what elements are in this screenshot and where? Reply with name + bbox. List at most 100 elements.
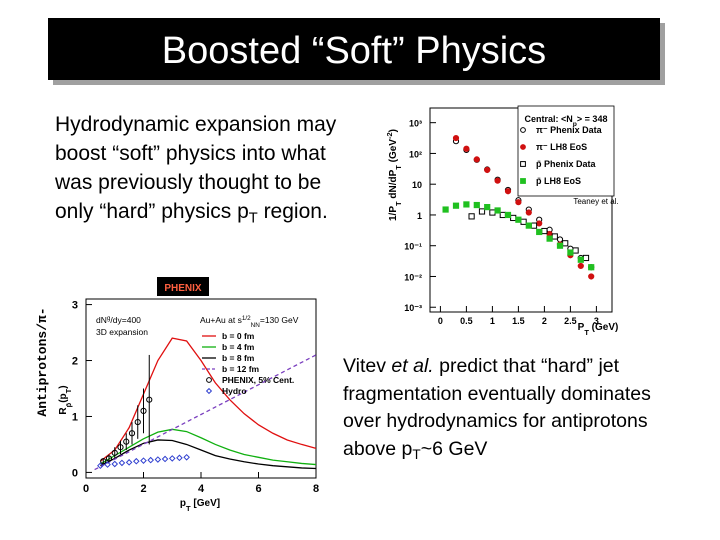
x-tick-label: 6 [255, 483, 261, 495]
series-line [99, 337, 317, 462]
marker [133, 457, 140, 465]
logo-box [157, 277, 209, 296]
marker [484, 166, 491, 174]
marker [541, 227, 548, 235]
marker [442, 206, 449, 213]
marker [484, 204, 491, 211]
marker [562, 240, 569, 247]
label-part: > = 348 [577, 114, 608, 124]
marker [525, 209, 532, 216]
label-part: 1/P [388, 206, 399, 221]
marker [205, 387, 213, 395]
label-part: Au+Au at s [200, 315, 242, 325]
right-paragraph: Vitev et al. predict that “hard” jet fra… [343, 353, 693, 463]
plots: 0 0.5 1 1.5 2 2.5 310³10²10110⁻¹10⁻²10⁻³Centra… [58, 105, 619, 513]
marker [206, 377, 212, 383]
marker [473, 201, 480, 209]
marker [97, 462, 104, 470]
label-part: p [573, 121, 577, 128]
marker [588, 264, 595, 271]
y-tick-label: 2 [72, 356, 78, 368]
marker [123, 438, 130, 445]
x-tick-label: 4 [198, 483, 205, 495]
marker [117, 444, 124, 451]
label-part: g [107, 315, 111, 322]
series-line [94, 354, 317, 471]
logo: PHENIX [164, 283, 202, 294]
marker [520, 127, 526, 133]
title-bar [48, 18, 660, 80]
text-part: T [412, 446, 421, 462]
marker [452, 134, 460, 142]
text-part: T [248, 210, 258, 227]
marker [128, 430, 136, 437]
x-tick-label: 0 [83, 483, 89, 495]
marker [530, 222, 538, 229]
label-part: Central: <N [525, 114, 573, 124]
marker [154, 456, 162, 463]
marker [536, 220, 543, 227]
label: Central: <Np> = 348 [525, 114, 608, 128]
x-tick-label: 0.5 [460, 316, 473, 326]
label-part: 1/2 [242, 315, 251, 322]
y-tick-label: 10 [412, 180, 422, 190]
marker [588, 273, 595, 280]
y-tick-label: 10⁻³ [404, 303, 422, 313]
marker [551, 233, 558, 240]
text-part: Vitev [343, 355, 392, 377]
marker [510, 214, 517, 222]
x-tick-label: 1 [490, 316, 495, 326]
label-part: /dy=400 [110, 315, 141, 325]
legend-label: b = 4 fm [222, 342, 255, 352]
marker [140, 457, 147, 464]
y-tick-label: 1 [72, 411, 78, 423]
series-line [100, 439, 317, 470]
x-tick-label: 3 [594, 316, 599, 326]
label-part: P [578, 322, 585, 333]
legend-label: p̄ Phenix Data [536, 159, 597, 169]
marker [520, 161, 526, 167]
marker [520, 178, 526, 184]
label-part: (GeV) [589, 322, 618, 333]
label-part: (p [58, 393, 69, 402]
slide-title: Boosted “Soft” Physics [162, 30, 546, 72]
marker [536, 228, 543, 236]
label-part: T [394, 165, 403, 170]
y-tick-label: 10³ [409, 119, 422, 129]
marker [161, 455, 169, 463]
marker [473, 156, 480, 163]
marker [504, 188, 512, 195]
label: Au+Au at s1/2NN=130 GeV [200, 315, 299, 329]
marker [556, 236, 564, 243]
label: 1/PT dN/dPT (GeV-2) [385, 129, 403, 221]
marker [452, 202, 460, 209]
marker [125, 459, 133, 466]
label: pT [GeV] [180, 498, 220, 513]
legend-label: Hydro [222, 386, 247, 396]
y-tick-label: 0 [72, 467, 78, 479]
marker [118, 459, 126, 467]
label: dNg/dy=400 [96, 315, 141, 326]
text-part: et al. [391, 355, 434, 377]
text-part: ~6 GeV [420, 437, 488, 460]
marker [134, 418, 141, 426]
marker [494, 207, 501, 214]
legend-label: b = 8 fm [222, 353, 255, 363]
marker [577, 256, 584, 263]
label-part: NN [251, 322, 261, 329]
marker [183, 453, 190, 461]
x-tick-label: 2 [542, 316, 547, 326]
marker [478, 208, 486, 215]
legend-label: b = 0 fm [222, 331, 255, 341]
label-part: -2 [385, 132, 394, 139]
x-tick-label: 0 [438, 316, 443, 326]
y-tick-label: 3 [72, 300, 78, 312]
text-part: Hydrodynamic expansion may boost “soft” … [55, 113, 337, 223]
text-part: predict that “hard” jet fragmentation ev… [343, 355, 651, 460]
x-tick-label: 2 [140, 483, 146, 495]
marker [494, 177, 501, 184]
x-tick-label: 1.5 [512, 316, 525, 326]
legend-label: PHENIX, 5% Cent. [222, 375, 294, 385]
legend-label: p̄ LH8 EoS [536, 176, 581, 186]
